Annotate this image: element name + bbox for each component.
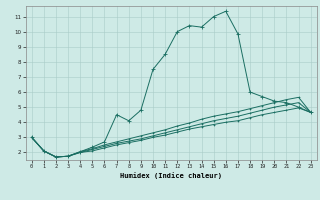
X-axis label: Humidex (Indice chaleur): Humidex (Indice chaleur) [120, 172, 222, 179]
